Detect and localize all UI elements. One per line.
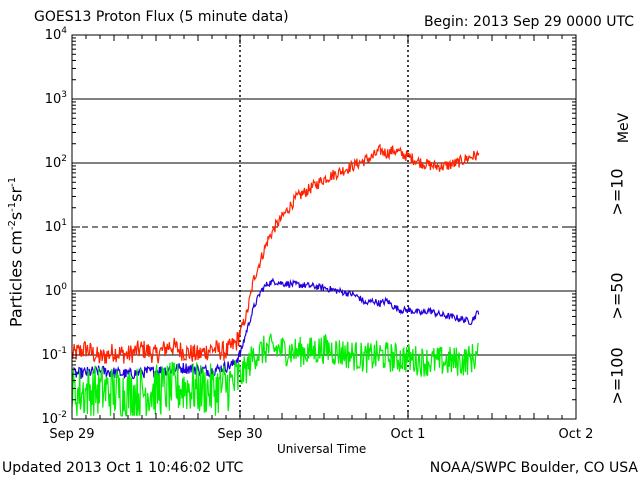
y-axis-label-exp3: -1 [7,176,19,187]
x-tick-label: Oct 1 [391,427,426,442]
y-axis-label-exp2: -1 [7,201,19,212]
y-tick-label: 104 [45,26,68,43]
x-tick-label: Oct 2 [559,427,594,442]
legend-mev-unit: MeV [616,112,632,144]
legend-ge10: >=10 [607,168,627,216]
y-tick-label: 10-1 [41,346,67,363]
y-tick-exponent: 0 [61,282,67,292]
y-axis-label-mid1: s [6,211,26,221]
y-tick-label: 102 [45,154,67,171]
updated-timestamp: Updated 2013 Oct 1 10:46:02 UTC [2,460,244,476]
legend-ge50: >=50 [607,272,627,320]
y-axis-label-exp1: -2 [7,220,19,231]
y-tick-label: 103 [45,90,67,107]
y-tick-exponent: 3 [61,90,67,100]
y-tick-label: 101 [45,218,67,235]
source-credit: NOAA/SWPC Boulder, CO USA [429,460,638,476]
chart-title: GOES13 Proton Flux (5 minute data) [34,9,289,25]
y-tick-exponent: 4 [61,26,67,36]
y-tick-exponent: -2 [58,410,67,420]
y-axis-label: Particles cm-2s-1sr-1 [7,177,26,327]
y-tick-label: 10-2 [41,410,67,427]
series-line-ge10 [71,143,480,364]
series-line-ge100 [71,333,479,417]
y-tick-exponent: -1 [58,346,67,356]
x-tick-label: Sep 29 [49,427,94,442]
x-axis-label: Universal Time [277,442,367,456]
x-tick-label: Sep 30 [217,427,262,442]
y-tick-exponent: 1 [61,218,67,228]
begin-time: Begin: 2013 Sep 29 0000 UTC [423,14,634,30]
y-tick-label: 100 [45,282,68,299]
y-tick-exponent: 2 [61,154,67,164]
y-axis-label-base: Particles cm [6,230,26,328]
y-axis-label-mid2: sr [6,186,26,202]
series-line-ge50 [71,277,480,381]
legend-ge100: >=100 [607,347,627,405]
